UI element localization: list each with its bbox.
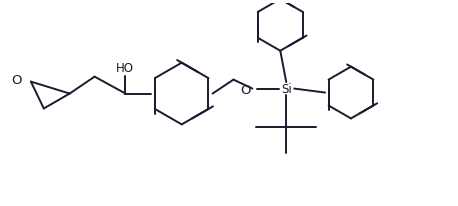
Text: O: O [11, 74, 22, 87]
Text: HO: HO [115, 62, 133, 75]
Text: Si: Si [281, 83, 292, 96]
Text: O: O [240, 84, 251, 97]
